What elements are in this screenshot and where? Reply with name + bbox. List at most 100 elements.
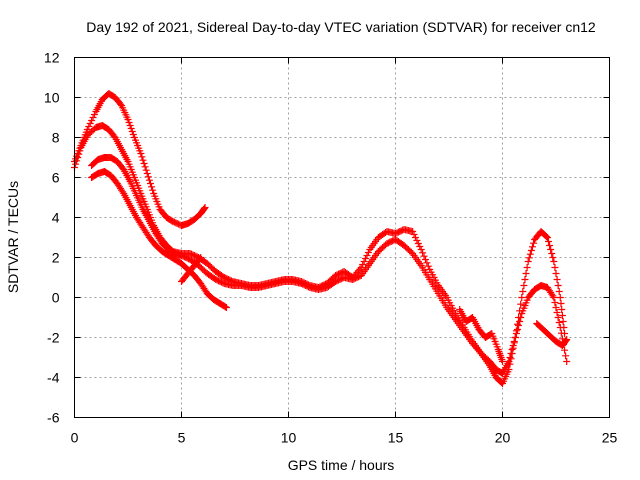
data-point [552,270,560,277]
grid [74,57,610,418]
data-point [142,166,150,174]
data-point [553,276,561,283]
x-tick-label: 25 [602,430,618,446]
series-track-5 [178,254,205,285]
x-tick-label: 20 [495,430,511,446]
data-point [137,150,145,157]
data-point [558,306,566,313]
data-point [145,176,153,184]
series-track-3 [88,154,571,377]
series-track-6 [456,306,506,365]
data-point [360,258,368,265]
data-point [512,330,520,337]
data-point [561,346,569,354]
data-point [417,246,425,253]
data-point [563,358,571,365]
data-point [521,276,529,283]
data-points [71,90,571,387]
data-point [527,247,535,254]
y-tick-label: 0 [52,290,60,306]
data-point [516,318,524,325]
x-axis-title: GPS time / hours [288,457,395,473]
y-tick-label: 6 [52,170,60,186]
data-point [550,258,558,265]
data-point [85,123,93,130]
y-tick-label: 2 [52,250,60,266]
data-point [420,252,428,260]
data-point [513,326,521,333]
data-point [364,249,372,256]
data-point [119,188,127,196]
data-point [563,336,571,343]
x-tick-label: 0 [71,430,79,446]
data-point [421,256,429,263]
data-point [555,288,563,295]
data-point [423,259,431,267]
series-track-2 [71,122,569,387]
data-point [413,237,421,244]
data-point [547,246,555,253]
data-point [562,337,570,344]
data-point [556,324,564,331]
data-point [414,240,422,247]
data-point [499,358,506,365]
data-point [416,243,424,250]
data-point [149,186,157,194]
data-point [552,304,560,311]
data-point [523,264,531,271]
data-point [555,319,563,326]
y-tick-label: 8 [52,130,60,146]
data-point [548,250,556,257]
data-point [562,352,570,360]
data-point [197,254,205,261]
data-point [524,258,532,265]
data-point [201,204,209,211]
data-point [526,250,534,258]
y-tick-label: 4 [52,210,60,226]
data-point [507,350,515,357]
data-point [522,270,530,277]
data-point [411,234,419,241]
data-point [553,309,561,316]
data-point [424,262,432,270]
data-point [554,282,562,289]
y-tick-label: -4 [47,370,60,386]
data-point [554,314,562,321]
ticks [74,57,610,418]
data-point [141,163,149,171]
series-track-4 [88,168,230,311]
data-point [221,303,229,311]
data-point [124,116,132,123]
data-point [140,160,148,167]
data-point [196,255,204,263]
data-point [549,254,557,261]
data-point [129,131,137,138]
data-point [515,322,523,329]
data-point [508,346,516,353]
data-point [72,160,80,168]
x-tick-label: 5 [178,430,186,446]
plot-frame [74,57,610,418]
data-point [517,314,525,321]
data-point [557,300,565,307]
data-point [359,261,367,268]
data-point [89,114,97,121]
data-point [510,338,518,345]
data-point [559,318,567,325]
data-point [222,304,230,311]
data-point [76,147,84,155]
y-tick-label: 10 [44,90,60,106]
data-point [410,231,418,238]
data-point [551,264,559,271]
data-point [75,150,83,158]
data-point [88,117,96,124]
data-point [138,153,146,161]
data-point [557,329,565,337]
series-track-7 [533,320,571,349]
data-point [517,300,525,308]
data-point [148,183,156,191]
data-point [363,252,371,259]
data-point [74,154,82,161]
data-point [509,342,517,349]
